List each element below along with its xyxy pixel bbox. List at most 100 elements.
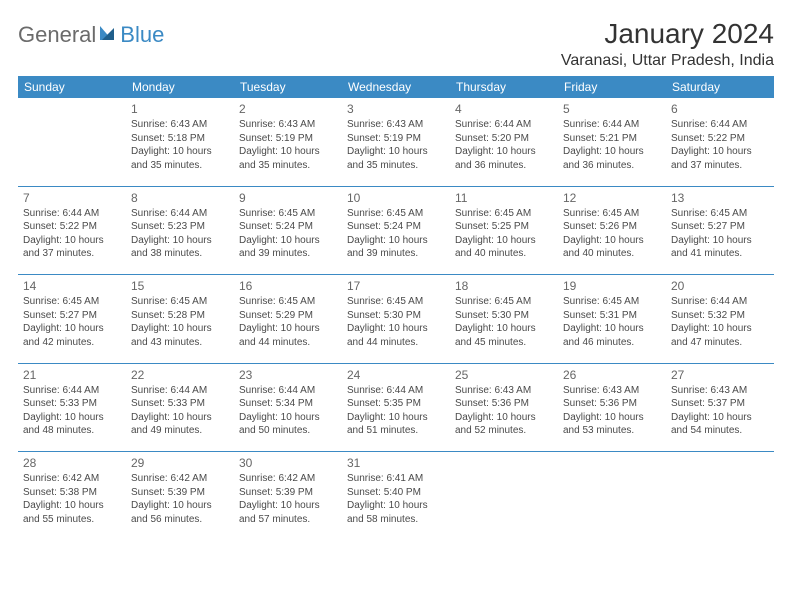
sunrise-text: Sunrise: 6:45 AM xyxy=(455,295,553,309)
daylight-text: and 40 minutes. xyxy=(563,247,661,261)
sunset-text: Sunset: 5:28 PM xyxy=(131,309,229,323)
daylight-text: Daylight: 10 hours xyxy=(563,234,661,248)
logo-text-blue: Blue xyxy=(120,22,164,48)
daylight-text: and 35 minutes. xyxy=(239,159,337,173)
daylight-text: Daylight: 10 hours xyxy=(131,322,229,336)
logo-text-general: General xyxy=(18,22,96,48)
sunset-text: Sunset: 5:27 PM xyxy=(671,220,769,234)
daylight-text: and 48 minutes. xyxy=(23,424,121,438)
week-row: 21Sunrise: 6:44 AMSunset: 5:33 PMDayligh… xyxy=(18,364,774,452)
logo-sail-icon xyxy=(98,24,118,47)
daylight-text: and 37 minutes. xyxy=(671,159,769,173)
sunrise-text: Sunrise: 6:43 AM xyxy=(239,118,337,132)
daylight-text: Daylight: 10 hours xyxy=(239,234,337,248)
day-cell: 6Sunrise: 6:44 AMSunset: 5:22 PMDaylight… xyxy=(666,98,774,186)
day-number: 4 xyxy=(455,101,553,117)
daylight-text: and 42 minutes. xyxy=(23,336,121,350)
day-number: 2 xyxy=(239,101,337,117)
sunset-text: Sunset: 5:19 PM xyxy=(239,132,337,146)
day-cell: 18Sunrise: 6:45 AMSunset: 5:30 PMDayligh… xyxy=(450,275,558,363)
day-number: 12 xyxy=(563,190,661,206)
sunrise-text: Sunrise: 6:44 AM xyxy=(455,118,553,132)
daylight-text: Daylight: 10 hours xyxy=(347,145,445,159)
sunrise-text: Sunrise: 6:45 AM xyxy=(347,207,445,221)
day-number: 21 xyxy=(23,367,121,383)
day-cell: 20Sunrise: 6:44 AMSunset: 5:32 PMDayligh… xyxy=(666,275,774,363)
day-number: 18 xyxy=(455,278,553,294)
day-number: 7 xyxy=(23,190,121,206)
day-cell: 30Sunrise: 6:42 AMSunset: 5:39 PMDayligh… xyxy=(234,452,342,540)
sunrise-text: Sunrise: 6:43 AM xyxy=(563,384,661,398)
sunset-text: Sunset: 5:33 PM xyxy=(131,397,229,411)
location: Varanasi, Uttar Pradesh, India xyxy=(561,52,774,70)
weekday-header-row: Sunday Monday Tuesday Wednesday Thursday… xyxy=(18,76,774,98)
day-number: 27 xyxy=(671,367,769,383)
daylight-text: Daylight: 10 hours xyxy=(23,234,121,248)
day-cell: 26Sunrise: 6:43 AMSunset: 5:36 PMDayligh… xyxy=(558,364,666,452)
sunrise-text: Sunrise: 6:44 AM xyxy=(671,295,769,309)
weekday-header: Tuesday xyxy=(234,76,342,98)
day-cell: 3Sunrise: 6:43 AMSunset: 5:19 PMDaylight… xyxy=(342,98,450,186)
day-cell xyxy=(450,452,558,540)
day-number: 15 xyxy=(131,278,229,294)
sunrise-text: Sunrise: 6:45 AM xyxy=(23,295,121,309)
week-row: 7Sunrise: 6:44 AMSunset: 5:22 PMDaylight… xyxy=(18,187,774,275)
sunset-text: Sunset: 5:31 PM xyxy=(563,309,661,323)
daylight-text: and 44 minutes. xyxy=(239,336,337,350)
daylight-text: Daylight: 10 hours xyxy=(23,499,121,513)
day-cell: 23Sunrise: 6:44 AMSunset: 5:34 PMDayligh… xyxy=(234,364,342,452)
sunset-text: Sunset: 5:25 PM xyxy=(455,220,553,234)
daylight-text: and 56 minutes. xyxy=(131,513,229,527)
sunset-text: Sunset: 5:36 PM xyxy=(563,397,661,411)
sunset-text: Sunset: 5:39 PM xyxy=(239,486,337,500)
weekday-header: Friday xyxy=(558,76,666,98)
day-number: 13 xyxy=(671,190,769,206)
sunset-text: Sunset: 5:30 PM xyxy=(455,309,553,323)
sunrise-text: Sunrise: 6:44 AM xyxy=(563,118,661,132)
daylight-text: Daylight: 10 hours xyxy=(239,145,337,159)
day-number: 26 xyxy=(563,367,661,383)
day-cell: 28Sunrise: 6:42 AMSunset: 5:38 PMDayligh… xyxy=(18,452,126,540)
sunrise-text: Sunrise: 6:43 AM xyxy=(671,384,769,398)
logo: General Blue xyxy=(18,18,164,48)
sunrise-text: Sunrise: 6:42 AM xyxy=(23,472,121,486)
day-number: 5 xyxy=(563,101,661,117)
daylight-text: and 49 minutes. xyxy=(131,424,229,438)
day-cell: 29Sunrise: 6:42 AMSunset: 5:39 PMDayligh… xyxy=(126,452,234,540)
day-number: 23 xyxy=(239,367,337,383)
sunset-text: Sunset: 5:19 PM xyxy=(347,132,445,146)
daylight-text: Daylight: 10 hours xyxy=(455,145,553,159)
daylight-text: and 38 minutes. xyxy=(131,247,229,261)
daylight-text: Daylight: 10 hours xyxy=(563,322,661,336)
sunrise-text: Sunrise: 6:44 AM xyxy=(23,207,121,221)
daylight-text: Daylight: 10 hours xyxy=(347,234,445,248)
daylight-text: and 46 minutes. xyxy=(563,336,661,350)
daylight-text: and 53 minutes. xyxy=(563,424,661,438)
day-cell: 2Sunrise: 6:43 AMSunset: 5:19 PMDaylight… xyxy=(234,98,342,186)
sunset-text: Sunset: 5:23 PM xyxy=(131,220,229,234)
daylight-text: and 44 minutes. xyxy=(347,336,445,350)
daylight-text: and 54 minutes. xyxy=(671,424,769,438)
daylight-text: Daylight: 10 hours xyxy=(347,499,445,513)
sunset-text: Sunset: 5:24 PM xyxy=(239,220,337,234)
daylight-text: and 43 minutes. xyxy=(131,336,229,350)
sunset-text: Sunset: 5:36 PM xyxy=(455,397,553,411)
week-row: 1Sunrise: 6:43 AMSunset: 5:18 PMDaylight… xyxy=(18,98,774,186)
daylight-text: Daylight: 10 hours xyxy=(239,411,337,425)
daylight-text: Daylight: 10 hours xyxy=(671,145,769,159)
sunrise-text: Sunrise: 6:45 AM xyxy=(455,207,553,221)
day-cell: 9Sunrise: 6:45 AMSunset: 5:24 PMDaylight… xyxy=(234,187,342,275)
daylight-text: Daylight: 10 hours xyxy=(131,411,229,425)
day-number: 24 xyxy=(347,367,445,383)
day-cell xyxy=(558,452,666,540)
daylight-text: and 39 minutes. xyxy=(239,247,337,261)
day-number: 14 xyxy=(23,278,121,294)
sunrise-text: Sunrise: 6:43 AM xyxy=(131,118,229,132)
day-number: 29 xyxy=(131,455,229,471)
day-cell: 16Sunrise: 6:45 AMSunset: 5:29 PMDayligh… xyxy=(234,275,342,363)
daylight-text: Daylight: 10 hours xyxy=(131,499,229,513)
sunrise-text: Sunrise: 6:44 AM xyxy=(239,384,337,398)
day-cell: 10Sunrise: 6:45 AMSunset: 5:24 PMDayligh… xyxy=(342,187,450,275)
day-cell: 22Sunrise: 6:44 AMSunset: 5:33 PMDayligh… xyxy=(126,364,234,452)
sunset-text: Sunset: 5:20 PM xyxy=(455,132,553,146)
